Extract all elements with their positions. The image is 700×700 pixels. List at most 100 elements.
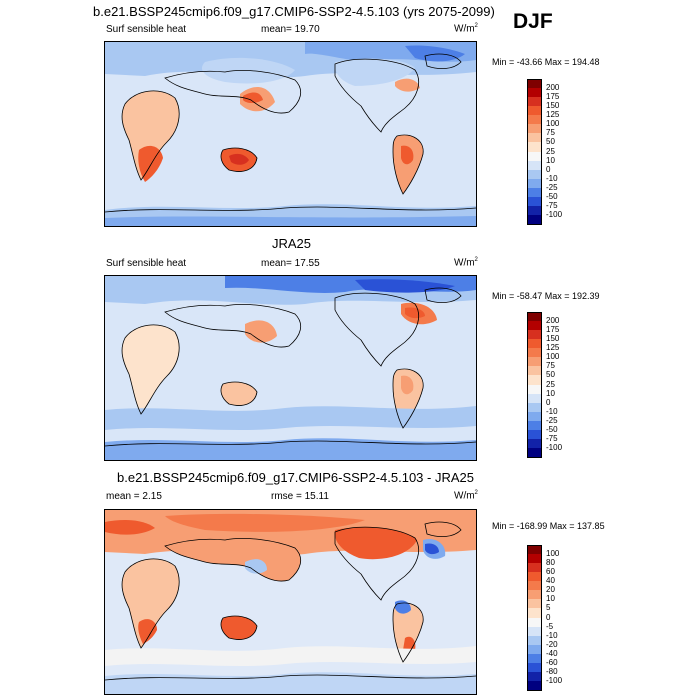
- panel-3-map: [104, 509, 477, 695]
- colorbar-tick-label: 125: [546, 110, 560, 120]
- colorbar-swatch: [527, 187, 542, 198]
- colorbar-tick-label: -100: [546, 209, 563, 219]
- colorbar-swatch: [527, 178, 542, 189]
- panel-1-minmax: Min = -43.66 Max = 194.48: [492, 57, 600, 67]
- colorbar-tick-label: 10: [546, 388, 555, 398]
- colorbar-tick-label: 175: [546, 325, 560, 335]
- colorbar-swatch: [527, 420, 542, 431]
- colorbar-tick-label: 25: [546, 146, 555, 156]
- panel-3-left-label: mean = 2.15: [106, 491, 162, 502]
- colorbar-tick-label: 20: [546, 585, 555, 595]
- colorbar-swatch: [527, 330, 542, 340]
- colorbar-swatch: [527, 671, 542, 682]
- colorbar-swatch: [527, 626, 542, 637]
- panel-2-left-label: Surf sensible heat: [106, 258, 187, 269]
- colorbar-tick-label: 175: [546, 92, 560, 102]
- colorbar-tick-label: -60: [546, 657, 558, 667]
- panel-2-map: [104, 275, 477, 461]
- colorbar-swatch: [527, 563, 542, 573]
- colorbar-swatch: [527, 160, 542, 171]
- colorbar-swatch: [527, 545, 542, 555]
- colorbar-swatch: [527, 429, 542, 440]
- colorbar-swatch: [527, 205, 542, 216]
- colorbar-tick-label: -40: [546, 648, 558, 658]
- colorbar-swatch: [527, 662, 542, 673]
- colorbar-swatch: [527, 581, 542, 591]
- panel-3-center-label: rmse = 15.11: [271, 491, 329, 502]
- colorbar-tick-label: 5: [546, 603, 551, 613]
- colorbar-swatch: [527, 447, 542, 458]
- colorbar-swatch: [527, 88, 542, 98]
- colorbar-swatch: [527, 357, 542, 367]
- colorbar-swatch: [527, 572, 542, 582]
- colorbar-swatch: [527, 635, 542, 646]
- colorbar-tick-label: -10: [546, 630, 558, 640]
- colorbar-swatch: [527, 321, 542, 331]
- colorbar-swatch: [527, 680, 542, 691]
- panel-2-title: JRA25: [272, 236, 312, 251]
- colorbar-tick-label: 75: [546, 361, 555, 371]
- colorbar-tick-label: 0: [546, 612, 551, 622]
- colorbar-swatch: [527, 590, 542, 600]
- colorbar-tick-label: 50: [546, 370, 555, 380]
- colorbar-swatch: [527, 169, 542, 180]
- colorbar-tick-label: -75: [546, 200, 558, 210]
- colorbar-tick-label: -100: [546, 675, 563, 685]
- panel-2-minmax: Min = -58.47 Max = 192.39: [492, 291, 600, 301]
- colorbar-tick-label: -20: [546, 639, 558, 649]
- colorbar-swatch: [527, 348, 542, 358]
- panel-2-map-svg: [105, 276, 476, 460]
- colorbar-tick-label: 100: [546, 119, 560, 129]
- panel-2-units: W/m2: [454, 257, 478, 269]
- colorbar-tick-label: -75: [546, 433, 558, 443]
- colorbar-swatch: [527, 133, 542, 143]
- colorbar-swatch: [527, 402, 542, 413]
- panel-2-center-label: mean= 17.55: [261, 258, 320, 269]
- colorbar-swatch: [527, 115, 542, 125]
- colorbar-swatch: [527, 79, 542, 89]
- colorbar-tick-label: -10: [546, 406, 558, 416]
- colorbar-tick-label: -25: [546, 415, 558, 425]
- panel-3-units: W/m2: [454, 490, 478, 502]
- colorbar-tick-label: 50: [546, 137, 555, 147]
- colorbar-swatch: [527, 617, 542, 628]
- colorbar-tick-label: 150: [546, 334, 560, 344]
- colorbar-swatch: [527, 411, 542, 422]
- colorbar-tick-label: -50: [546, 424, 558, 434]
- panel-1-colorbar: 200 175 150 125 100 75 50 25 10 0 -10 -25 -50 -75 -100: [527, 79, 587, 225]
- colorbar-swatch: [527, 599, 542, 609]
- colorbar-tick-label: 80: [546, 558, 555, 568]
- panel-3-title: b.e21.BSSP245cmip6.f09_g17.CMIP6-SSP2-4.…: [117, 470, 474, 485]
- panel-1-left-label: Surf sensible heat: [106, 24, 187, 35]
- colorbar-tick-label: 100: [546, 352, 560, 362]
- panel-1-center-label: mean= 19.70: [261, 24, 320, 35]
- colorbar-tick-label: 0: [546, 397, 551, 407]
- colorbar-swatch: [527, 106, 542, 116]
- colorbar-swatch: [527, 608, 542, 618]
- panel-1-map-svg: [105, 42, 476, 226]
- panel-1-title: b.e21.BSSP245cmip6.f09_g17.CMIP6-SSP2-4.…: [93, 4, 495, 19]
- colorbar-tick-label: -25: [546, 182, 558, 192]
- colorbar-tick-label: 40: [546, 576, 555, 586]
- panel-3-map-svg: [105, 510, 476, 694]
- colorbar-swatch: [527, 554, 542, 564]
- colorbar-tick-label: 10: [546, 155, 555, 165]
- colorbar-tick-label: -50: [546, 191, 558, 201]
- colorbar-swatch: [527, 366, 542, 376]
- season-label: DJF: [513, 10, 553, 33]
- colorbar-tick-label: 25: [546, 379, 555, 389]
- panel-3-minmax: Min = -168.99 Max = 137.85: [492, 521, 605, 531]
- colorbar-swatch: [527, 124, 542, 134]
- colorbar-tick-label: 0: [546, 164, 551, 174]
- colorbar-tick-label: 75: [546, 128, 555, 138]
- colorbar-swatch: [527, 339, 542, 349]
- panel-3-colorbar: 100 80 60 40 20 10 5 0 -5 -10 -20 -40 -60 -80 -100: [527, 545, 587, 691]
- colorbar-tick-label: 200: [546, 316, 560, 326]
- colorbar-tick-label: 10: [546, 594, 555, 604]
- colorbar-swatch: [527, 196, 542, 207]
- panel-2-colorbar: 200 175 150 125 100 75 50 25 10 0 -10 -25 -50 -75 -100: [527, 312, 587, 458]
- colorbar-tick-label: 100: [546, 549, 560, 559]
- colorbar-swatch: [527, 375, 542, 385]
- colorbar-swatch: [527, 142, 542, 152]
- panel-1-map: [104, 41, 477, 227]
